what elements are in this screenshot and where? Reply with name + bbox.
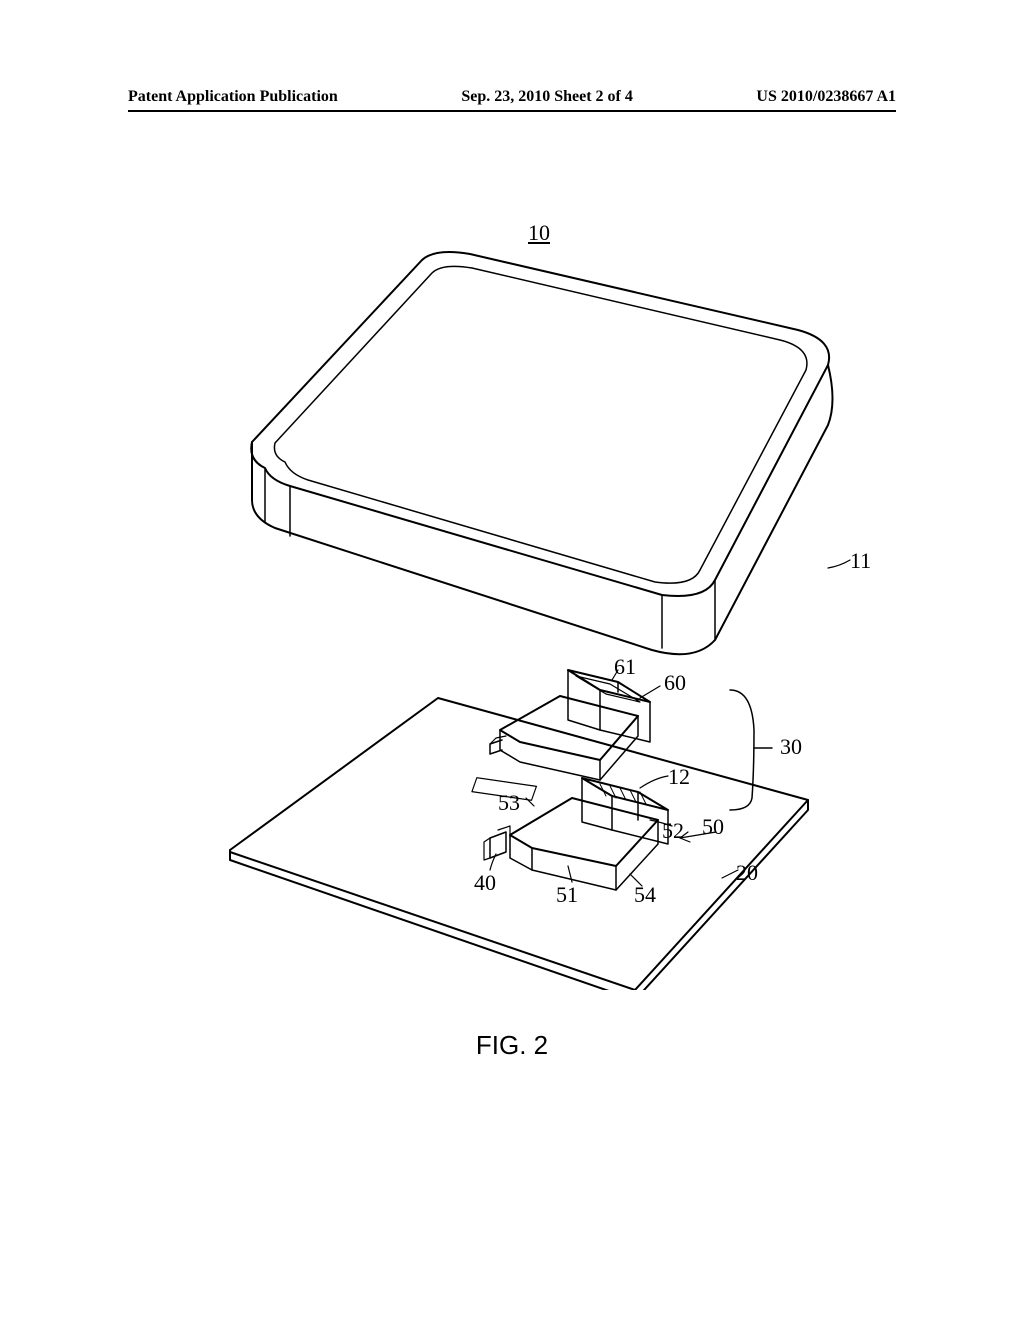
ref-10: 10: [528, 220, 550, 246]
ref-60: 60: [664, 670, 686, 696]
ref-54: 54: [634, 882, 656, 908]
ref-53: 53: [498, 790, 520, 816]
page-header: Patent Application Publication Sep. 23, …: [128, 88, 896, 106]
figure-svg: [140, 230, 884, 990]
ref-52: 52: [662, 818, 684, 844]
ref-11: 11: [850, 548, 871, 574]
ref-12: 12: [668, 764, 690, 790]
ref-61: 61: [614, 654, 636, 680]
ref-30: 30: [780, 734, 802, 760]
ref-20: 20: [736, 860, 758, 886]
header-right: US 2010/0238667 A1: [756, 88, 896, 106]
header-rule: [128, 110, 896, 112]
patent-figure: 10 11 61 60 30 12 53 52 50 40 51 54 20: [140, 230, 884, 990]
ref-51: 51: [556, 882, 578, 908]
header-center: Sep. 23, 2010 Sheet 2 of 4: [461, 88, 633, 106]
ref-50: 50: [702, 814, 724, 840]
header-left: Patent Application Publication: [128, 88, 338, 106]
ref-40: 40: [474, 870, 496, 896]
figure-caption: FIG. 2: [0, 1030, 1024, 1061]
